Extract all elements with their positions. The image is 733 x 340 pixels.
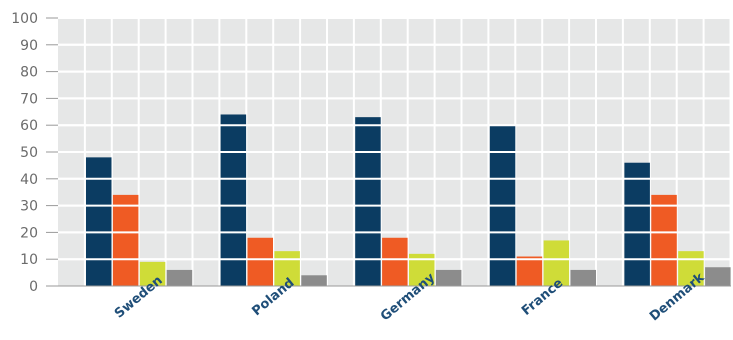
bar-france-series-3 — [543, 240, 570, 286]
y-tick-label: 10 — [20, 252, 38, 268]
bar-germany-series-1 — [355, 117, 381, 286]
bar-poland-series-1 — [220, 114, 247, 286]
bar-denmark-series-3 — [678, 251, 704, 286]
y-axis-ticks: 0 10 20 30 40 50 60 70 80 90 100 — [11, 11, 58, 295]
y-tick-label: 20 — [20, 225, 38, 241]
y-tick-label: 90 — [20, 38, 38, 54]
bar-france-series-2 — [516, 256, 543, 286]
y-tick-label: 40 — [20, 172, 38, 188]
bar-poland-series-2 — [247, 237, 273, 286]
bar-sweden-series-4 — [166, 269, 193, 286]
y-tick-label: 80 — [20, 65, 38, 81]
y-tick-label: 30 — [20, 199, 38, 215]
y-tick-label: 50 — [20, 145, 38, 161]
bar-denmark-series-4 — [705, 267, 731, 286]
y-tick-label: 60 — [20, 118, 38, 134]
bar-sweden-series-2 — [112, 194, 139, 286]
bar-poland-series-3 — [274, 251, 300, 286]
bar-germany-series-2 — [382, 237, 408, 286]
y-tick-label: 0 — [29, 279, 38, 295]
y-tick-label: 100 — [11, 11, 38, 27]
bar-denmark-series-1 — [624, 162, 650, 286]
bar-denmark-series-2 — [651, 194, 677, 286]
bar-sweden-series-1 — [86, 157, 112, 286]
bar-sweden-series-3 — [139, 261, 166, 286]
bar-germany-series-4 — [435, 269, 462, 286]
bar-poland-series-4 — [301, 275, 327, 286]
y-tick-label: 70 — [20, 91, 38, 107]
bars — [58, 17, 731, 286]
bar-france-series-4 — [570, 269, 596, 286]
